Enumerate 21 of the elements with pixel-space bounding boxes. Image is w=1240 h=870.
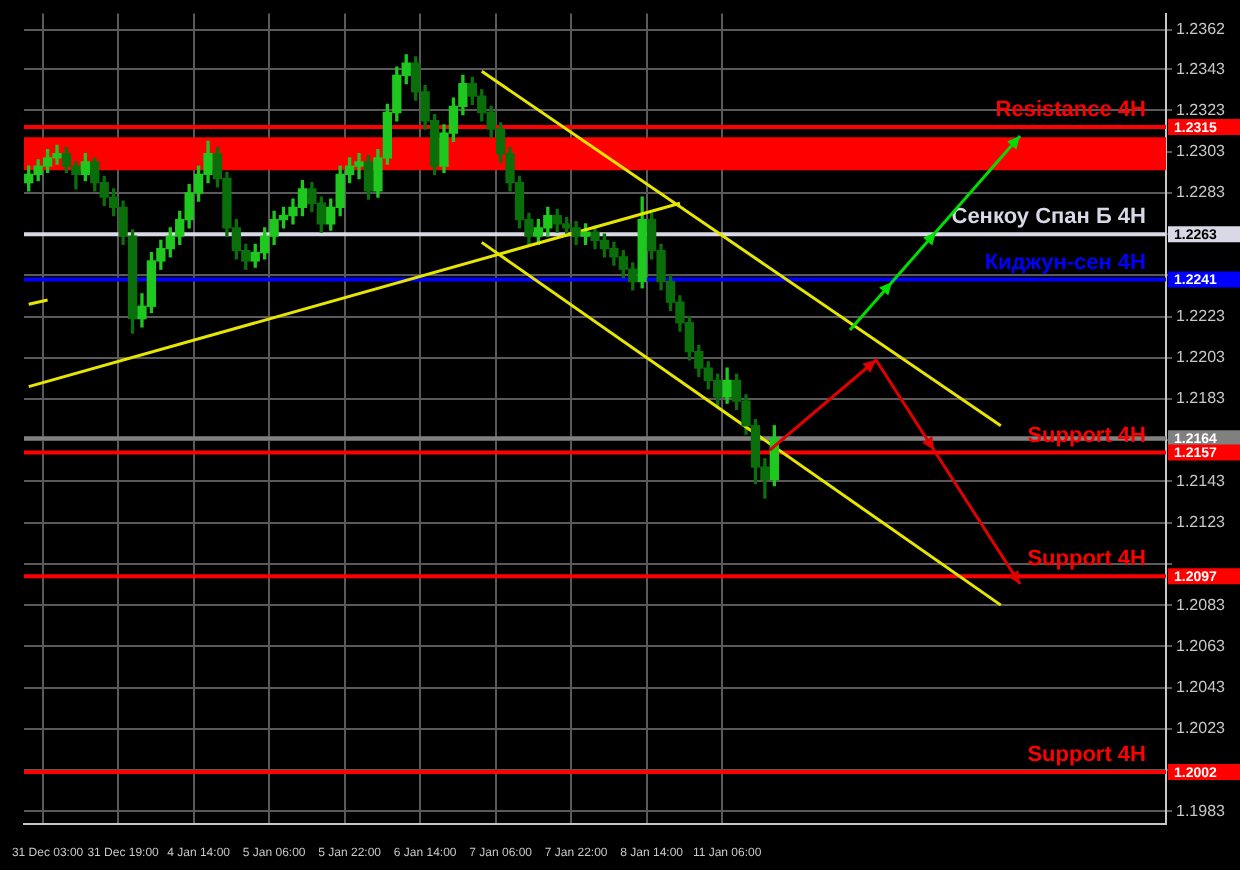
y-tick-label: 1.2203	[1176, 348, 1227, 367]
y-tick-label: 1.2063	[1176, 636, 1227, 655]
ref-line-label: Support 4H	[1027, 743, 1147, 768]
y-tick-label: 1.2023	[1176, 719, 1227, 738]
y-tick-label: 1.2303	[1176, 142, 1227, 161]
ref-line-label: Support 4H	[1027, 423, 1147, 448]
ref-line-label: Resistance 4H	[995, 98, 1147, 123]
ref-line-label: Киджун-сен 4H	[984, 250, 1147, 275]
y-tick-label: 1.2043	[1176, 677, 1227, 696]
ref-line-label: Support 4H	[1027, 547, 1147, 572]
y-tick-label: 1.2183	[1176, 389, 1227, 408]
y-tick-label: 1.2362	[1176, 20, 1227, 39]
y-tick-label: 1.2083	[1176, 595, 1227, 614]
y-tick-label: 1.2323	[1176, 100, 1227, 119]
y-tick-label: 1.2343	[1176, 59, 1227, 78]
y-tick-label: 1.2283	[1176, 183, 1227, 202]
y-tick-label: 1.2143	[1176, 471, 1227, 490]
y-tick-label: 1.2223	[1176, 306, 1227, 325]
y-tick-label: 1.1983	[1176, 801, 1227, 820]
y-tick-label: 1.2123	[1176, 513, 1227, 532]
ref-line-label: Сенкоу Спан Б 4H	[951, 205, 1147, 230]
